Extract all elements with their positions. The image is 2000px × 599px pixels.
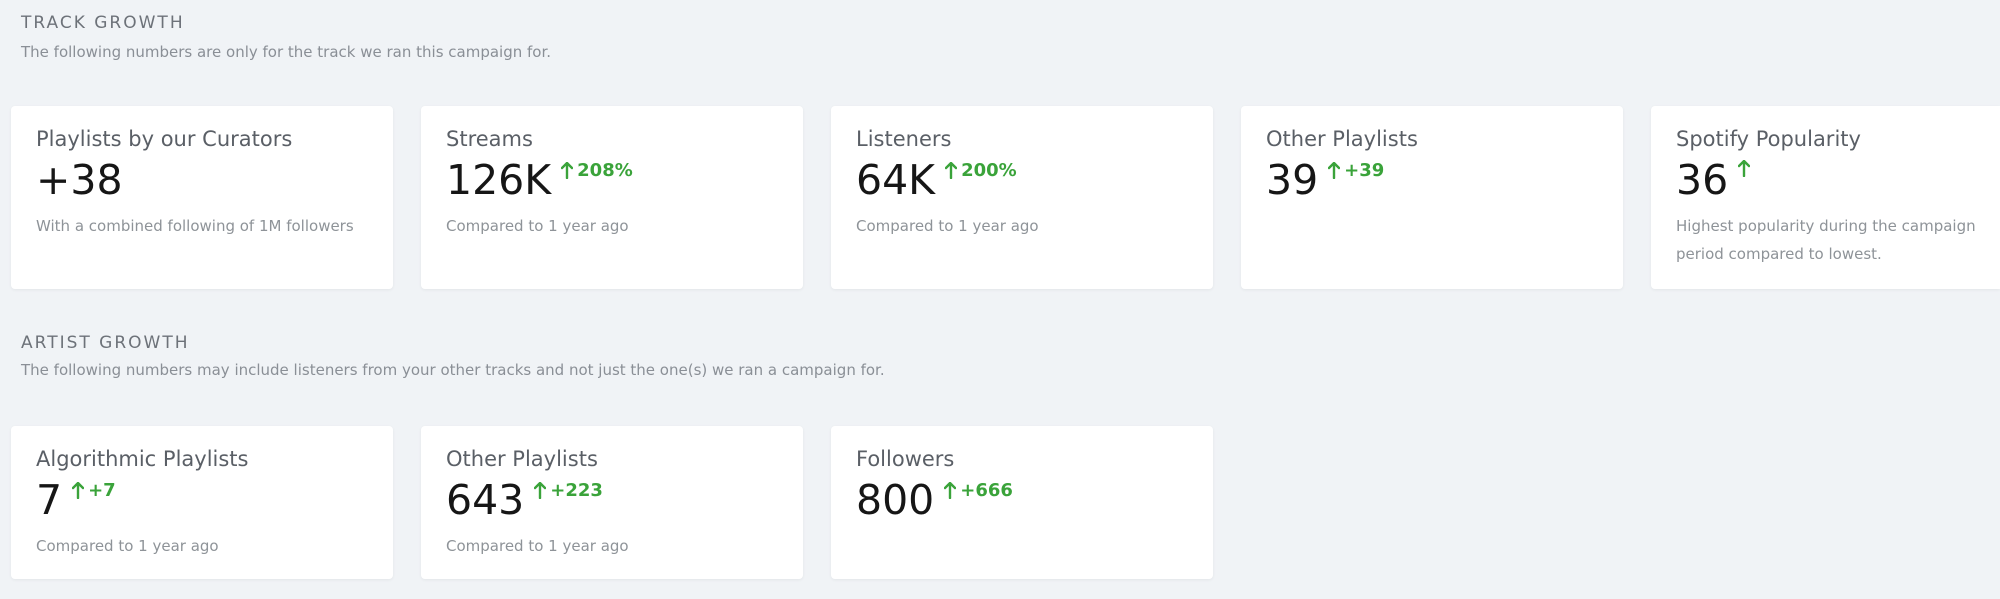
metric-value: 39: [1266, 156, 1319, 204]
delta-badge: +223: [534, 480, 603, 501]
stat-card-spotify-popularity: Spotify Popularity 36 Highest popularity…: [1651, 106, 2000, 289]
metric-value: 7: [36, 476, 63, 524]
metric-row: 36: [1676, 156, 1754, 204]
track-growth-description: The following numbers are only for the t…: [21, 43, 552, 61]
metric-value: +38: [36, 156, 123, 204]
metric-row: 126K 208%: [446, 156, 633, 204]
stat-card-title: Other Playlists: [1266, 127, 1418, 151]
stat-card-description: Compared to 1 year ago: [446, 217, 629, 235]
metric-row: 64K 200%: [856, 156, 1017, 204]
stat-card-title: Streams: [446, 127, 533, 151]
metric-value: 800: [856, 476, 935, 524]
delta-value: +7: [88, 480, 116, 501]
arrow-up-icon: [561, 162, 574, 179]
metric-row: +38: [36, 156, 123, 204]
delta-value: +223: [550, 480, 603, 501]
delta-badge: 200%: [945, 160, 1017, 181]
arrow-up-icon: [1738, 160, 1751, 177]
delta-badge: 208%: [561, 160, 633, 181]
arrow-up-icon: [534, 482, 547, 499]
stat-card-description: Compared to 1 year ago: [446, 537, 629, 555]
artist-growth-title: ARTIST GROWTH: [21, 333, 190, 353]
arrow-up-icon: [72, 482, 85, 499]
metric-value: 36: [1676, 156, 1729, 204]
delta-value: +39: [1344, 160, 1385, 181]
metric-row: 7 +7: [36, 476, 116, 524]
stat-card-title: Other Playlists: [446, 447, 598, 471]
arrow-up-icon: [944, 482, 957, 499]
stat-card-followers: Followers 800 +666: [831, 426, 1213, 579]
delta-value: +666: [960, 480, 1013, 501]
stat-card-artist-other-playlists: Other Playlists 643 +223 Compared to 1 y…: [421, 426, 803, 579]
metric-value: 126K: [446, 156, 552, 204]
arrow-up-icon: [1328, 162, 1341, 179]
artist-growth-description: The following numbers may include listen…: [21, 361, 885, 379]
metric-value: 643: [446, 476, 525, 524]
stat-card-curator-playlists: Playlists by our Curators +38 With a com…: [11, 106, 393, 289]
delta-badge: +666: [944, 480, 1013, 501]
metric-value: 64K: [856, 156, 936, 204]
metric-row: 800 +666: [856, 476, 1013, 524]
stat-card-title: Algorithmic Playlists: [36, 447, 249, 471]
delta-badge: [1738, 160, 1754, 177]
metric-row: 643 +223: [446, 476, 603, 524]
stat-card-title: Playlists by our Curators: [36, 127, 293, 151]
metric-row: 39 +39: [1266, 156, 1384, 204]
delta-badge: +39: [1328, 160, 1384, 181]
stat-card-title: Listeners: [856, 127, 952, 151]
stat-card-title: Followers: [856, 447, 955, 471]
delta-badge: +7: [72, 480, 116, 501]
stat-card-other-playlists: Other Playlists 39 +39: [1241, 106, 1623, 289]
delta-value: 200%: [961, 160, 1017, 181]
stat-card-description: Compared to 1 year ago: [36, 537, 219, 555]
stat-card-description: Highest popularity during the campaign p…: [1676, 217, 1976, 263]
stat-card-streams: Streams 126K 208% Compared to 1 year ago: [421, 106, 803, 289]
track-growth-title: TRACK GROWTH: [21, 13, 185, 33]
arrow-up-icon: [945, 162, 958, 179]
stat-card-description: Compared to 1 year ago: [856, 217, 1039, 235]
stat-card-algorithmic-playlists: Algorithmic Playlists 7 +7 Compared to 1…: [11, 426, 393, 579]
stat-card-title: Spotify Popularity: [1676, 127, 1861, 151]
stat-card-description: With a combined following of 1M follower…: [36, 217, 354, 235]
stat-card-listeners: Listeners 64K 200% Compared to 1 year ag…: [831, 106, 1213, 289]
delta-value: 208%: [577, 160, 633, 181]
